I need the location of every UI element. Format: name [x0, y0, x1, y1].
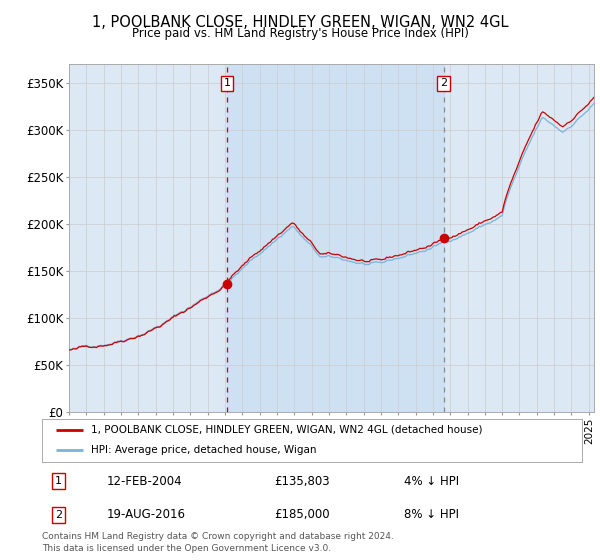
Text: 1, POOLBANK CLOSE, HINDLEY GREEN, WIGAN, WN2 4GL (detached house): 1, POOLBANK CLOSE, HINDLEY GREEN, WIGAN,… [91, 424, 482, 435]
Text: 1, POOLBANK CLOSE, HINDLEY GREEN, WIGAN, WN2 4GL: 1, POOLBANK CLOSE, HINDLEY GREEN, WIGAN,… [92, 15, 508, 30]
Bar [227, 64, 444, 412]
Text: 1: 1 [224, 78, 230, 88]
Text: 1: 1 [55, 476, 62, 486]
Text: HPI: Average price, detached house, Wigan: HPI: Average price, detached house, Wiga… [91, 445, 316, 455]
Text: Contains HM Land Registry data © Crown copyright and database right 2024.
This d: Contains HM Land Registry data © Crown c… [42, 532, 394, 553]
Text: £185,000: £185,000 [274, 508, 330, 521]
Text: 2: 2 [55, 510, 62, 520]
Text: 2: 2 [440, 78, 448, 88]
Text: Price paid vs. HM Land Registry's House Price Index (HPI): Price paid vs. HM Land Registry's House … [131, 27, 469, 40]
Text: 19-AUG-2016: 19-AUG-2016 [107, 508, 186, 521]
Text: 4% ↓ HPI: 4% ↓ HPI [404, 474, 459, 488]
Text: 12-FEB-2004: 12-FEB-2004 [107, 474, 182, 488]
Text: 8% ↓ HPI: 8% ↓ HPI [404, 508, 459, 521]
Text: £135,803: £135,803 [274, 474, 330, 488]
